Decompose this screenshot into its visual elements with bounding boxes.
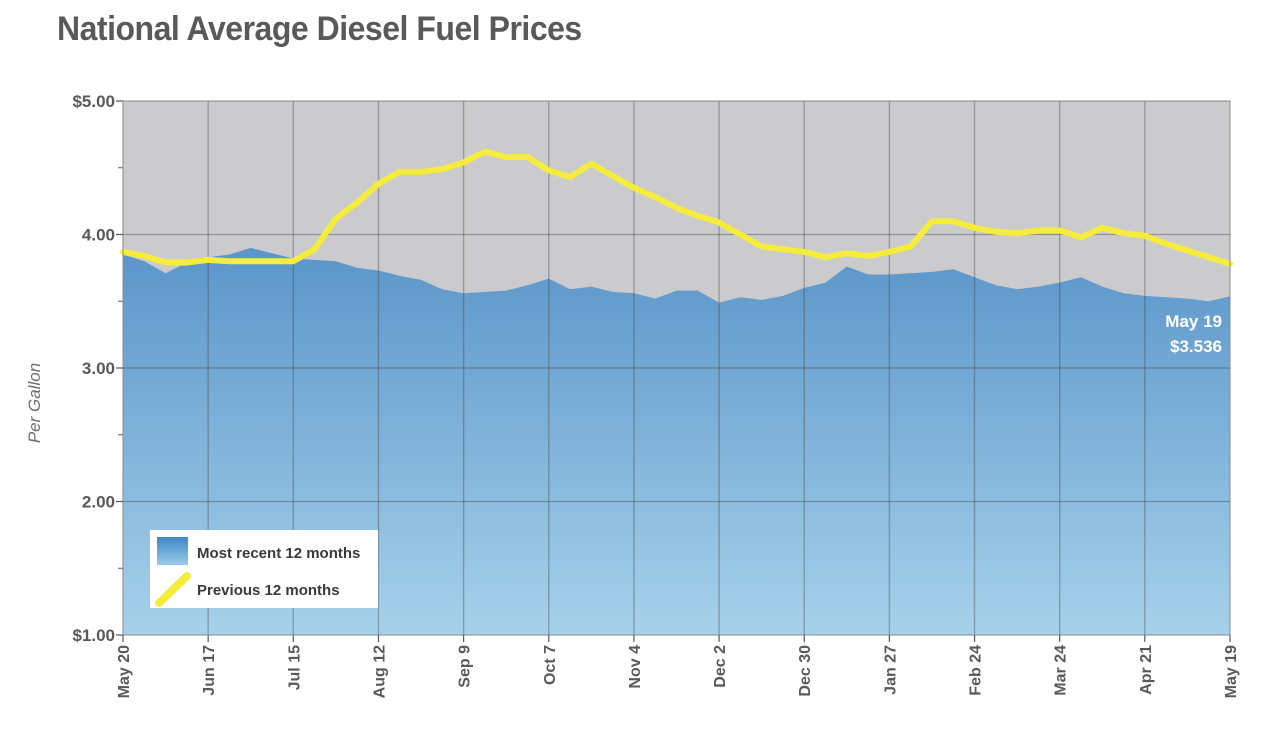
x-tick-label: Mar 24 — [1053, 645, 1070, 696]
legend-swatch-area — [157, 537, 188, 565]
y-tick-label: 4.00 — [82, 226, 115, 245]
chart-title: National Average Diesel Fuel Prices — [57, 10, 582, 48]
y-tick-label: $1.00 — [72, 626, 115, 645]
x-tick-label: Sep 9 — [457, 645, 474, 688]
series-line-previous — [120, 148, 1233, 267]
x-tick-label: Jul 15 — [286, 645, 303, 690]
x-tick-label: May 20 — [116, 645, 133, 698]
x-tick-label: Aug 12 — [371, 645, 388, 698]
legend-label-recent: Most recent 12 months — [197, 545, 360, 562]
series-area-recent — [123, 247, 1230, 635]
y-tick-label: 2.00 — [82, 493, 115, 512]
x-tick-label: May 19 — [1223, 645, 1240, 698]
y-axis-label: Per Gallon — [25, 363, 44, 443]
x-tick-label: Nov 4 — [627, 645, 644, 689]
legend: Most recent 12 months Previous 12 months — [150, 530, 378, 608]
annotation-price: $3.536 — [1170, 337, 1222, 356]
x-tick-label: Dec 2 — [712, 645, 729, 688]
x-tick-label: Dec 30 — [797, 645, 814, 697]
y-tick-label: $5.00 — [72, 92, 115, 111]
x-tick-label: Jun 17 — [201, 645, 218, 696]
legend-label-previous: Previous 12 months — [197, 582, 340, 599]
x-tick-label: Jan 27 — [882, 645, 899, 695]
x-tick-label: Oct 7 — [542, 645, 559, 685]
x-tick-label: Apr 21 — [1138, 645, 1155, 695]
annotation-date: May 19 — [1165, 312, 1222, 331]
y-tick-label: 3.00 — [82, 359, 115, 378]
x-tick-label: Feb 24 — [968, 645, 985, 696]
legend-swatch-line — [155, 572, 191, 607]
